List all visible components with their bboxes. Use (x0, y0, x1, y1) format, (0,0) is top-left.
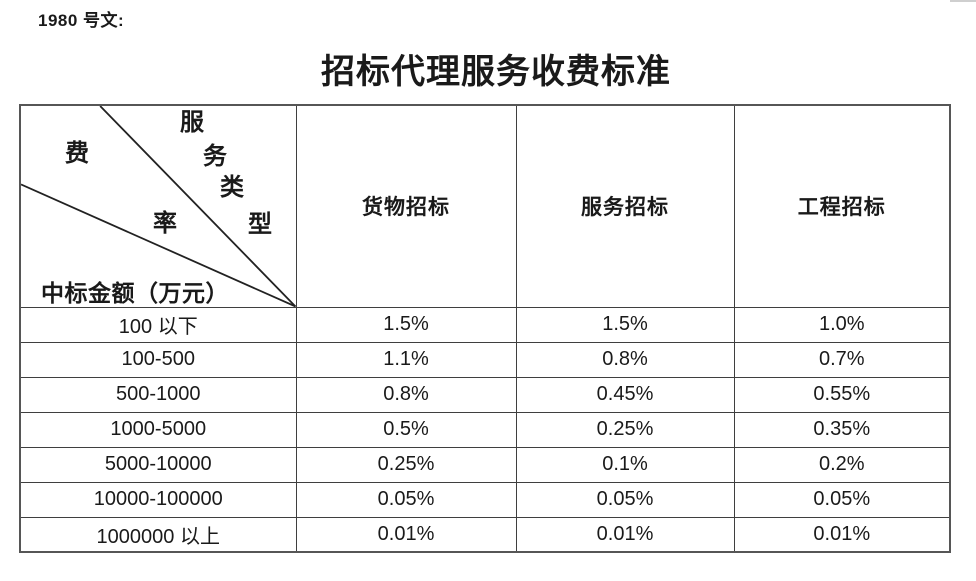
row-axis-label: 中标金额（万元） (41, 281, 229, 306)
rate-cell: 0.5% (295, 411, 517, 448)
amount-range-cell: 10000-100000 (19, 481, 297, 518)
table-row: 1000-5000 0.5% 0.25% 0.35% (19, 411, 951, 448)
amount-range-cell: 5000-10000 (19, 446, 297, 483)
rate-cell: 0.05% (733, 481, 951, 518)
rate-cell: 0.1% (515, 446, 735, 483)
rate-cell: 0.45% (515, 376, 735, 413)
table-row: 1000000 以上 0.01% 0.01% 0.01% (19, 516, 951, 553)
table-row: 100 以下 1.5% 1.5% 1.0% (19, 306, 951, 343)
rate-cell: 0.7% (733, 341, 951, 378)
column-header-works: 工程招标 (733, 104, 951, 308)
corner-label-service-4: 型 (248, 212, 272, 238)
amount-range-cell: 100 以下 (19, 306, 297, 343)
table-row: 500-1000 0.8% 0.45% 0.55% (19, 376, 951, 413)
diagonal-divider-lines (21, 106, 295, 306)
corner-label-rate: 率 (153, 211, 177, 237)
document-reference-number: 1980 号文: (38, 11, 125, 30)
rate-cell: 1.5% (515, 306, 735, 343)
table-row: 5000-10000 0.25% 0.1% 0.2% (19, 446, 951, 483)
table-row: 10000-100000 0.05% 0.05% 0.05% (19, 481, 951, 518)
amount-range-cell: 1000000 以上 (19, 516, 297, 553)
rate-cell: 0.01% (733, 516, 951, 553)
rate-cell: 1.1% (295, 341, 517, 378)
rate-cell: 0.25% (295, 446, 517, 483)
table-row: 100-500 1.1% 0.8% 0.7% (19, 341, 951, 378)
rate-cell: 0.35% (733, 411, 951, 448)
table-header-row: 费 率 服 务 类 型 中标金额（万元） 货物招标 服务招标 工程招标 (19, 104, 951, 308)
amount-range-cell: 500-1000 (19, 376, 297, 413)
rate-cell: 0.01% (295, 516, 517, 553)
rate-cell: 0.25% (515, 411, 735, 448)
rate-cell: 0.55% (733, 376, 951, 413)
fee-standard-table: 费 率 服 务 类 型 中标金额（万元） 货物招标 服务招标 工程招标 100 … (19, 104, 951, 553)
diagonal-corner-cell: 费 率 服 务 类 型 中标金额（万元） (19, 104, 297, 308)
column-header-goods: 货物招标 (295, 104, 517, 308)
rate-cell: 0.8% (295, 376, 517, 413)
corner-label-service-1: 服 (180, 110, 204, 136)
page-title: 招标代理服务收费标准 (321, 54, 671, 91)
corner-label-service-3: 类 (220, 175, 244, 201)
corner-label-fee: 费 (65, 141, 89, 167)
scrollbar-edge-fragment[interactable] (950, 0, 976, 2)
rate-cell: 0.01% (515, 516, 735, 553)
rate-cell: 0.05% (295, 481, 517, 518)
rate-cell: 0.05% (515, 481, 735, 518)
rate-cell: 1.0% (733, 306, 951, 343)
rate-cell: 0.2% (733, 446, 951, 483)
rate-cell: 1.5% (295, 306, 517, 343)
rate-cell: 0.8% (515, 341, 735, 378)
amount-range-cell: 100-500 (19, 341, 297, 378)
column-header-services: 服务招标 (515, 104, 735, 308)
corner-label-service-2: 务 (203, 144, 227, 170)
amount-range-cell: 1000-5000 (19, 411, 297, 448)
